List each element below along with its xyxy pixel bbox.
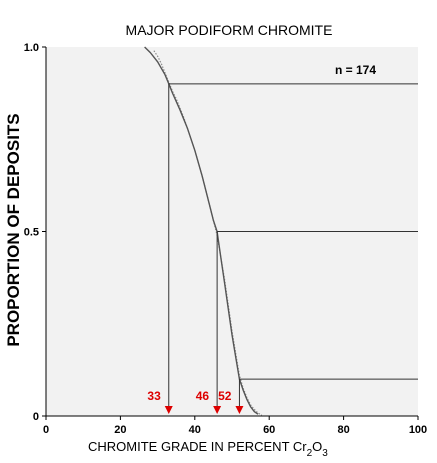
axes: 0 20 40 60 80 100 0 0.5 1.0 — [24, 42, 427, 436]
x-tick-label: 20 — [114, 424, 126, 436]
percentile-grade-label: 33 — [147, 389, 161, 403]
y-tick-label: 0 — [33, 411, 39, 423]
x-tick-label: 60 — [263, 424, 275, 436]
percentile-grade-label: 46 — [196, 389, 210, 403]
x-tick-label: 80 — [337, 424, 349, 436]
percentile-guides: 33 46 52 — [147, 83, 418, 414]
x-tick-label: 100 — [409, 424, 427, 436]
y-tick-label: 1.0 — [24, 42, 39, 54]
curves — [144, 46, 263, 416]
sample-size-annotation: n = 174 — [335, 63, 376, 77]
chart-title: MAJOR PODIFORM CHROMITE — [126, 22, 333, 38]
y-tick-label: 0.5 — [24, 227, 39, 239]
x-tick-label: 0 — [43, 424, 49, 436]
percentile-grade-label: 52 — [218, 389, 232, 403]
x-tick-label: 40 — [189, 424, 201, 436]
percentile-arrow — [164, 406, 173, 414]
y-axis-label: PROPORTION OF DEPOSITS — [4, 113, 23, 346]
x-axis-label: CHROMITE GRADE IN PERCENT Cr2O3 — [88, 439, 328, 459]
percentile-arrow — [235, 406, 244, 414]
fitted-curve-line — [144, 46, 259, 415]
percentile-arrow — [213, 406, 222, 414]
